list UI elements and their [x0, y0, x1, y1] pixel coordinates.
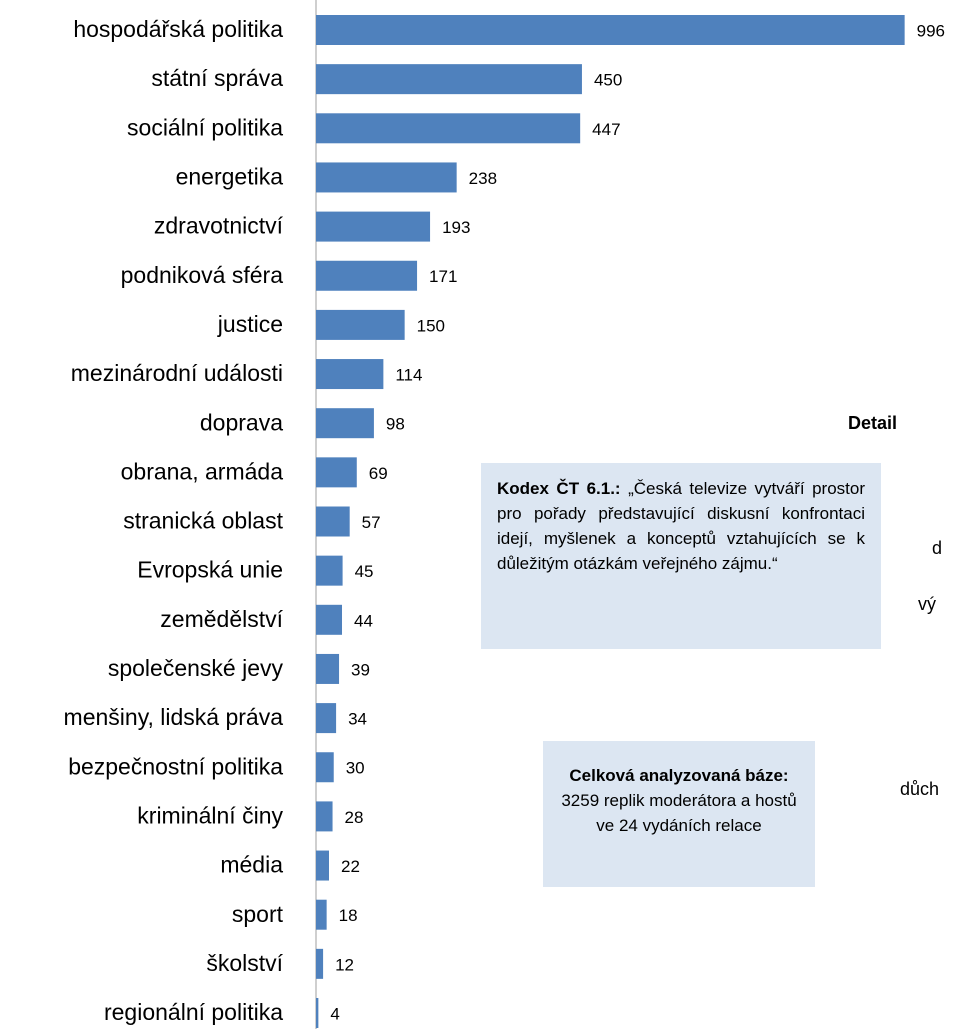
bar [316, 506, 350, 537]
clipped-text: důch [900, 779, 940, 799]
bar [316, 408, 374, 439]
bar [316, 801, 333, 832]
category-label: menšiny, lidská práva [64, 704, 284, 730]
category-label: obrana, armáda [121, 458, 284, 484]
bar [316, 703, 337, 734]
box-bold: Kodex ČT 6.1.: [497, 479, 621, 498]
value-label: 171 [429, 267, 457, 286]
bar [316, 309, 405, 340]
category-label: bezpečnostní politika [68, 753, 283, 779]
bar [316, 211, 431, 242]
value-label: 22 [341, 857, 360, 876]
clipped-text: vý [918, 594, 936, 614]
value-label: 4 [330, 1004, 339, 1023]
category-label: justice [217, 311, 283, 337]
category-label: Evropská unie [137, 557, 283, 583]
bar [316, 162, 457, 193]
value-label: 28 [345, 808, 364, 827]
bar [316, 998, 319, 1028]
bar [316, 653, 340, 684]
value-label: 44 [354, 611, 373, 630]
box-bold: Celková analyzovaná báze: [569, 766, 789, 785]
category-label: sociální politika [127, 114, 283, 140]
value-label: 18 [339, 906, 358, 925]
category-label: regionální politika [104, 999, 283, 1025]
value-label: 150 [417, 316, 445, 335]
value-label: 30 [346, 759, 365, 778]
bar [316, 899, 327, 930]
bar [316, 359, 384, 390]
category-label: státní správa [151, 65, 283, 91]
category-label: mezinárodní události [71, 360, 283, 386]
bar [316, 113, 581, 144]
category-label: kriminální činy [137, 802, 283, 828]
base-box: Celková analyzovaná báze: 3259 replik mo… [543, 741, 815, 887]
value-label: 57 [362, 513, 381, 532]
category-label: doprava [200, 409, 283, 435]
bar [316, 752, 334, 783]
category-label: podniková sféra [121, 262, 284, 288]
category-label: stranická oblast [123, 508, 283, 534]
value-label: 12 [335, 955, 354, 974]
category-label: hospodářská politika [73, 16, 283, 42]
box-text: „Česká televize vytváří prostor pro pořa… [497, 479, 865, 573]
bar [316, 260, 418, 291]
category-label: energetika [176, 164, 284, 190]
value-label: 996 [917, 21, 945, 40]
bar [316, 555, 343, 586]
value-label: 34 [348, 710, 367, 729]
bar [316, 604, 343, 635]
value-label: 114 [395, 366, 422, 385]
code-box: Kodex ČT 6.1.: „Česká televize vytváří p… [481, 463, 881, 649]
bar [316, 15, 905, 45]
category-label: školství [206, 950, 283, 976]
bar [316, 64, 582, 95]
value-label: 45 [355, 562, 374, 581]
bar [316, 457, 357, 488]
category-label: média [220, 852, 283, 878]
value-label: 98 [386, 415, 405, 434]
box-text: 3259 replik moderátora a hostů ve 24 vyd… [561, 791, 797, 835]
value-label: 193 [442, 218, 470, 237]
bar [316, 948, 324, 979]
category-label: zdravotnictví [154, 213, 284, 239]
value-label: 447 [592, 120, 620, 139]
clipped-text: Detail [848, 413, 898, 433]
clipped-text: d [932, 538, 943, 558]
category-label: společenské jevy [108, 655, 284, 681]
value-label: 39 [351, 660, 370, 679]
category-label: sport [232, 901, 284, 927]
category-label: zemědělství [160, 606, 283, 632]
value-label: 69 [369, 464, 388, 483]
bar [316, 850, 330, 881]
value-label: 450 [594, 71, 622, 90]
value-label: 238 [469, 169, 497, 188]
